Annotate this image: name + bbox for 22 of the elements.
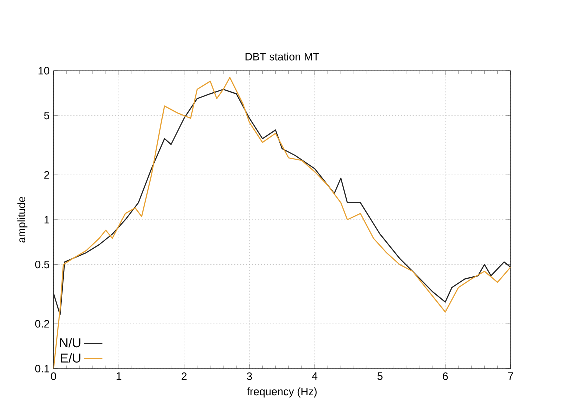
y-tick-label: 0.2 bbox=[35, 320, 50, 328]
y-tick-label: 0.5 bbox=[35, 260, 50, 269]
legend-label: N/U bbox=[60, 338, 81, 348]
y-tick-label: 2 bbox=[44, 171, 50, 179]
x-tick-label: 2 bbox=[182, 372, 187, 380]
y-tick-label: 0.1 bbox=[35, 365, 50, 373]
x-tick-label: 5 bbox=[378, 372, 383, 380]
x-tick-label: 7 bbox=[508, 372, 514, 380]
y-tick-label: 5 bbox=[44, 112, 50, 120]
line-series bbox=[54, 77, 511, 369]
x-tick-label: 6 bbox=[443, 372, 448, 380]
y-axis-title: amplitude bbox=[18, 197, 28, 243]
legend-label: E/U bbox=[61, 353, 81, 363]
line-series bbox=[54, 89, 511, 316]
x-axis-title: frequency (Hz) bbox=[247, 388, 317, 398]
x-tick-label: 0 bbox=[51, 372, 56, 380]
x-tick-label: 4 bbox=[312, 372, 318, 380]
x-tick-label: 3 bbox=[247, 372, 252, 380]
x-tick-label: 1 bbox=[116, 372, 122, 380]
y-tick-label: 10 bbox=[38, 67, 50, 75]
y-tick-label: 1 bbox=[44, 216, 50, 224]
chart-title: DBT station MT bbox=[246, 52, 320, 61]
